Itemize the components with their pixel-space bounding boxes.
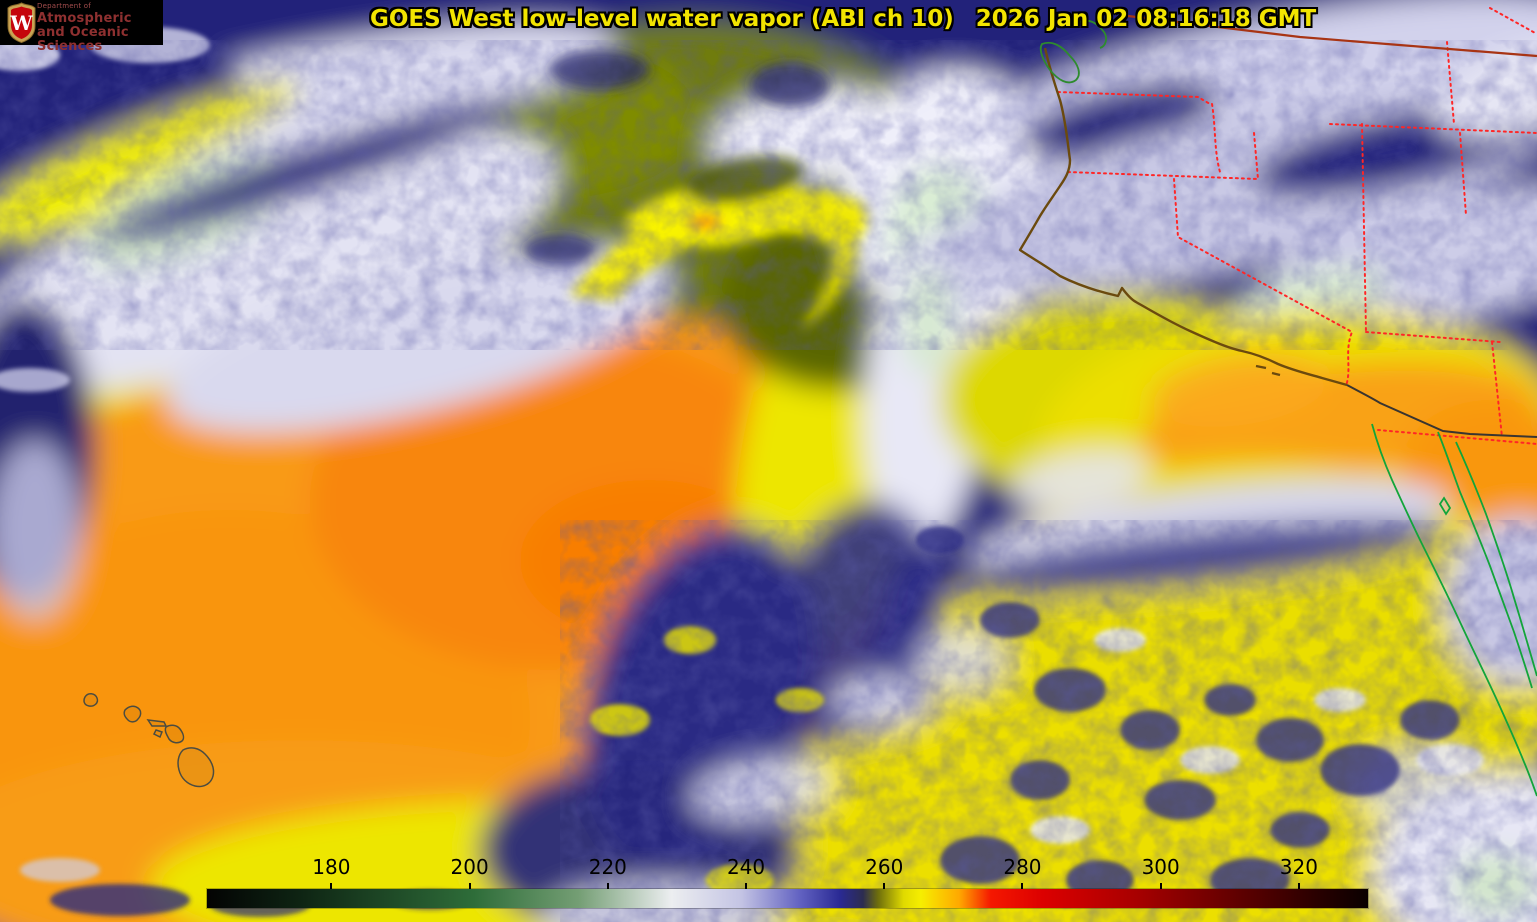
colorbar-tick [468,883,471,889]
hawaii-outlines [83,693,215,788]
grain-bottom-right [560,520,1537,922]
colorbar-tick [1021,883,1024,889]
grain-top [0,40,1537,350]
colorbar-gradient [207,889,1368,908]
image-title: GOES West low-level water vapor (ABI ch … [370,6,954,32]
colorbar-tick [330,883,333,889]
us-mexico-border [1346,384,1537,438]
mexico-coastline [1371,423,1537,797]
colorbar-tick [883,883,886,889]
colorbar-tick [1159,883,1162,889]
us-coastline [1018,47,1348,387]
colorbar-tick-label: 220 [588,855,627,879]
uw-aos-logo: W Department of Atmospheric and Oceanic … [0,0,163,54]
svg-text:W: W [9,11,33,35]
uw-crest-icon: W [7,2,36,43]
logo-name-line1: Atmospheric [37,11,132,26]
title-bar: GOES West low-level water vapor (ABI ch … [370,6,1316,32]
colorbar-tick [745,883,748,889]
colorbar-tick-label: 180 [312,855,351,879]
state-boundaries [1057,7,1537,445]
canada-coastline [1039,19,1107,84]
colorbar-tick-label: 300 [1141,855,1180,879]
colorbar-tick-label: 260 [865,855,904,879]
colorbar-tick [1297,883,1300,889]
colorbar-tick-label: 200 [450,855,489,879]
colorbar-tick-label: 240 [726,855,766,879]
us-canada-border [1127,14,1537,58]
logo-department-label: Department of [37,2,91,10]
image-timestamp: 2026 Jan 02 08:16:18 GMT [975,6,1317,32]
colorbar-tick-label: 280 [1003,855,1042,879]
colorbar-tick [606,883,609,889]
logo-name-line2: and Oceanic Sciences [37,25,129,54]
colorbar-tick-label: 320 [1279,855,1318,879]
